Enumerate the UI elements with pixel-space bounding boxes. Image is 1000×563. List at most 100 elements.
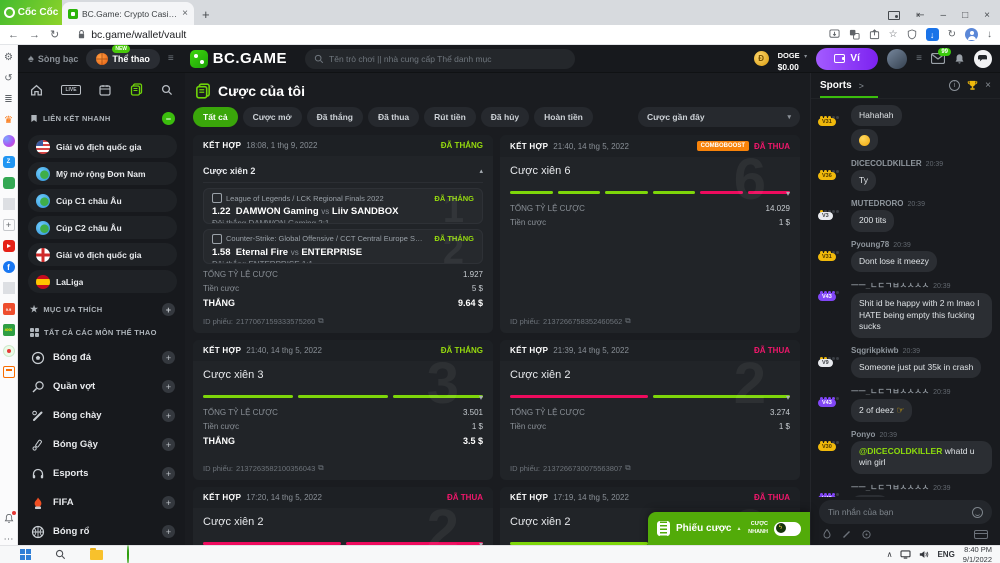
profile-avatar-icon[interactable]: [965, 28, 978, 41]
username[interactable]: Ponyo: [851, 429, 876, 439]
copy-icon[interactable]: ⧉: [318, 463, 324, 472]
chat-message-input[interactable]: [828, 507, 966, 517]
username[interactable]: Pyoung78: [851, 239, 890, 249]
quick-bet-toggle[interactable]: ϟ: [774, 521, 801, 536]
address-bar[interactable]: bc.game/wallet/vault: [69, 29, 818, 41]
filter-all[interactable]: Tất cả: [193, 107, 238, 127]
my-bets-icon[interactable]: [130, 83, 143, 96]
add-shortcut-icon[interactable]: +: [2, 219, 15, 231]
username[interactable]: Sqgrikpkiwb: [851, 345, 899, 355]
history-icon[interactable]: ↺: [4, 72, 13, 84]
close-chat-icon[interactable]: ×: [985, 80, 991, 91]
expand-basketball-button[interactable]: +: [162, 525, 175, 538]
shopee-icon[interactable]: 9.9: [2, 303, 15, 315]
bet-name-row[interactable]: Cược xiên 2 ▴: [203, 161, 483, 183]
forward-button[interactable]: →: [29, 28, 40, 41]
reload-button[interactable]: ↻: [50, 29, 60, 41]
add-favorite-button[interactable]: +: [162, 303, 175, 316]
username[interactable]: ㅡㅡ_ㄴㄷㄱㅂㅅㅅㅅㅅ: [851, 482, 930, 492]
chat-toggle-icon[interactable]: [974, 49, 992, 68]
sidebar-item-baseball[interactable]: Bóng chày +: [28, 401, 177, 430]
promo-icon[interactable]: 4000: [2, 324, 15, 336]
coccoc-taskbar-icon[interactable]: [127, 544, 129, 563]
chili-icon[interactable]: [2, 345, 15, 357]
quick-link[interactable]: LaLiga: [28, 270, 177, 293]
copy-icon[interactable]: ⧉: [625, 463, 631, 472]
quick-link[interactable]: Cúp C1 châu Âu: [28, 189, 177, 212]
username[interactable]: MUTEDRORO: [851, 199, 904, 209]
bookmark-star-icon[interactable]: ☆: [888, 29, 898, 40]
close-window-button[interactable]: ×: [984, 10, 990, 21]
back-button[interactable]: ←: [8, 28, 19, 41]
messenger-icon[interactable]: [2, 135, 15, 147]
sidebar-item-cricket[interactable]: Bóng Gậy +: [28, 430, 177, 459]
copy-icon[interactable]: ⧉: [318, 316, 324, 325]
tab-close-icon[interactable]: ×: [182, 8, 188, 19]
expand-tennis-button[interactable]: +: [162, 380, 175, 393]
maximize-button[interactable]: □: [962, 10, 969, 21]
balance-display[interactable]: DOGE ▾ $0.00: [778, 45, 808, 72]
quick-link[interactable]: Mỹ mở rộng Đơn Nam: [28, 162, 177, 185]
bcgame-logo[interactable]: BC.GAME: [189, 49, 287, 68]
collapse-quick-links-button[interactable]: −: [162, 112, 175, 125]
user-menu-icon[interactable]: ≡: [916, 53, 922, 64]
doge-coin-icon[interactable]: Ð: [753, 51, 769, 66]
notifications-button[interactable]: [954, 53, 965, 65]
language-indicator[interactable]: ENG: [937, 550, 955, 559]
zalo-icon[interactable]: Z: [2, 156, 15, 168]
expand-fifa-button[interactable]: +: [162, 496, 175, 509]
username[interactable]: ㅡㅡ_ㄴㄷㄱㅂㅅㅅㅅㅅ: [851, 281, 930, 291]
clock[interactable]: 8:40 PM 9/1/2022: [963, 545, 992, 563]
schedule-icon[interactable]: [99, 84, 111, 96]
notifications-bell-icon[interactable]: [3, 511, 16, 524]
new-tab-button[interactable]: +: [202, 7, 210, 22]
expand-football-button[interactable]: +: [162, 351, 175, 364]
username[interactable]: DICECOLDKILLER: [851, 158, 922, 168]
sidebar-search-icon[interactable]: [161, 84, 173, 96]
expand-baseball-button[interactable]: +: [162, 409, 175, 422]
expand-cricket-button[interactable]: +: [162, 438, 175, 451]
start-button[interactable]: [20, 549, 31, 560]
cast-icon[interactable]: [888, 11, 901, 20]
more-icon[interactable]: ⋯: [3, 533, 14, 545]
quick-link[interactable]: Cúp C2 châu Âu: [28, 216, 177, 239]
chevron-right-icon[interactable]: >: [858, 80, 864, 91]
trophy-icon[interactable]: [967, 80, 978, 91]
facebook-icon[interactable]: f: [2, 261, 15, 273]
home-icon[interactable]: [30, 84, 43, 96]
games-icon[interactable]: [2, 177, 15, 189]
expand-icon[interactable]: ▾: [478, 540, 483, 545]
user-avatar[interactable]: [887, 48, 908, 69]
betslip-bar[interactable]: Phiếu cược ▴ CƯỢC NHANH ϟ: [648, 512, 810, 545]
collapse-icon[interactable]: ▴: [479, 168, 483, 175]
volume-icon[interactable]: [919, 550, 929, 559]
browser-tab[interactable]: BC.Game: Crypto Casino Gan ×: [62, 2, 194, 25]
game-search[interactable]: Tên trò chơi || nhà cung cấp Thể danh mụ…: [305, 48, 576, 69]
filter-lost[interactable]: Đã thua: [367, 107, 420, 127]
download-manager-icon[interactable]: ↓: [925, 28, 939, 41]
tray-expand-icon[interactable]: ∧: [886, 550, 893, 559]
downloads-tray-icon[interactable]: ↓: [987, 29, 992, 40]
chat-keyboard-icon[interactable]: [974, 529, 988, 539]
shield-icon[interactable]: [907, 29, 917, 40]
sidebar-item-tennis[interactable]: Quần vợt +: [28, 372, 177, 401]
quick-link[interactable]: Giải vô địch quốc gia: [28, 135, 177, 158]
expand-esports-button[interactable]: +: [162, 467, 175, 480]
chat-rules-icon[interactable]: i: [949, 80, 961, 91]
inbox-button[interactable]: 99: [931, 48, 951, 64]
minimize-button[interactable]: –: [940, 10, 947, 21]
sidebar-item-football[interactable]: Bóng đá +: [28, 343, 177, 372]
share-icon[interactable]: [869, 29, 880, 40]
live-icon[interactable]: LIVE: [61, 84, 81, 95]
sync-icon[interactable]: ↻: [947, 29, 956, 40]
filter-refund[interactable]: Hoàn tiền: [534, 107, 593, 127]
sidebar-item-basketball[interactable]: Bóng rổ +: [28, 517, 177, 545]
chat-dice-icon[interactable]: [862, 529, 871, 539]
copy-icon[interactable]: ⧉: [625, 316, 631, 325]
taskbar-search-icon[interactable]: [55, 549, 66, 560]
file-explorer-icon[interactable]: [90, 547, 103, 560]
header-menu-icon[interactable]: ≡: [167, 53, 174, 64]
translate-icon[interactable]: [849, 29, 860, 40]
sidebar-item-fifa[interactable]: FIFA +: [28, 488, 177, 517]
tab-sports-chat[interactable]: Sports: [820, 80, 852, 91]
